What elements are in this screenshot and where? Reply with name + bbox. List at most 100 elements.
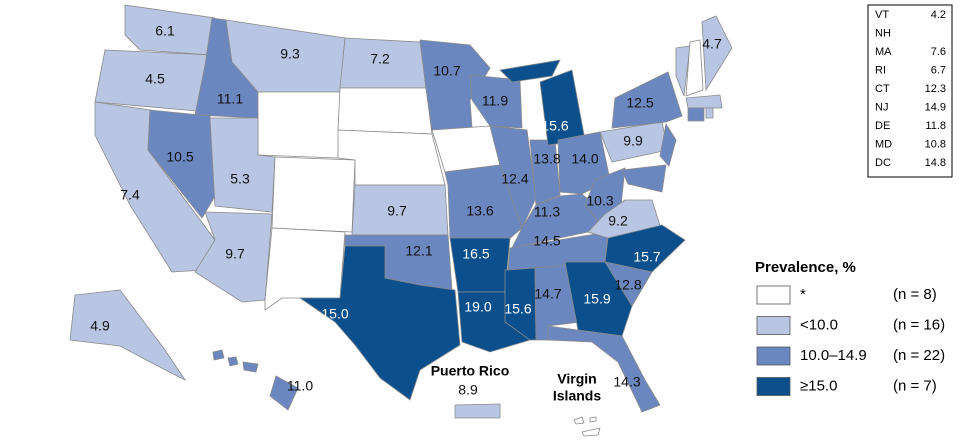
- state-shape: [212, 349, 225, 361]
- state-shape: [271, 156, 356, 233]
- state-shape: [701, 15, 733, 92]
- state-shape: [298, 245, 461, 401]
- state-value: 14.5: [533, 233, 560, 249]
- table-value: 6.7: [931, 64, 946, 76]
- table-state: VT: [875, 9, 889, 21]
- table-value: 11.8: [925, 120, 946, 132]
- state-value: 13.8: [533, 151, 560, 167]
- state-value: 12.4: [501, 171, 528, 187]
- state-value: 14.0: [571, 151, 598, 167]
- state-value: 10.7: [433, 63, 460, 79]
- table-state: DE: [875, 120, 890, 132]
- state-value: 15.0: [321, 306, 348, 322]
- table-state: CT: [875, 83, 890, 95]
- inset-table-box: [867, 4, 953, 178]
- state-value: 15.7: [633, 249, 660, 265]
- table-value: 7.6: [931, 46, 946, 58]
- state-shape: [419, 39, 491, 131]
- state-shapes: [69, 4, 733, 437]
- state-shape: [194, 211, 273, 303]
- state-value: 14.7: [534, 286, 561, 302]
- legend-label: ≥15.0: [800, 377, 837, 394]
- table-state: MD: [875, 138, 892, 150]
- state-value: 12.5: [626, 95, 653, 111]
- state-shape: [621, 164, 667, 193]
- state-shape: [257, 91, 341, 159]
- state-shape: [489, 125, 537, 230]
- state-shape: [659, 122, 677, 167]
- state-shape: [573, 416, 585, 425]
- table-value: 14.9: [925, 101, 946, 113]
- legend-swatch: [756, 346, 791, 366]
- table-value: 10.8: [925, 138, 946, 150]
- state-shape: [227, 356, 239, 367]
- state-value: 7.2: [370, 51, 390, 67]
- legend-title: Prevalence, %: [755, 259, 856, 276]
- table-value: 4.2: [931, 9, 946, 21]
- state-value: 6.1: [155, 23, 175, 39]
- state-value: 11.0: [287, 378, 313, 394]
- state-value: 5.3: [230, 171, 250, 187]
- table-state: DC: [875, 157, 891, 169]
- table-state: RI: [875, 64, 886, 76]
- state-shape: [589, 416, 597, 423]
- legend-count: (n = 7): [893, 377, 937, 394]
- virgin-islands-label: Virgin: [557, 371, 596, 387]
- state-shape: [242, 361, 259, 373]
- state-shape: [685, 39, 704, 97]
- state-value: 11.3: [534, 204, 560, 220]
- table-state: MA: [875, 46, 892, 58]
- state-value: 9.9: [623, 133, 643, 149]
- state-shape: [687, 107, 705, 122]
- state-shape: [124, 4, 216, 56]
- state-shape: [611, 71, 683, 129]
- state-shape: [604, 224, 686, 273]
- legend-label: <10.0: [800, 316, 838, 333]
- state-shape: [454, 403, 501, 419]
- legend-label: 10.0–14.9: [800, 347, 867, 364]
- state-shape: [269, 375, 299, 411]
- state-shape: [705, 107, 714, 119]
- state-shape: [685, 94, 723, 109]
- legend-swatch: [756, 285, 791, 305]
- legend-swatch: [756, 316, 791, 335]
- table-state: NH: [875, 27, 891, 39]
- legend-label: *: [800, 286, 806, 303]
- legend: * (n = 8) <10.0 (n = 16) 10.0–14.9 (n = 22) ≥1…: [756, 285, 945, 396]
- state-shape: [69, 289, 187, 382]
- state-value: 7.4: [120, 187, 140, 203]
- state-value: 4.5: [145, 71, 165, 87]
- state-shape: [547, 325, 661, 413]
- legend-count: (n = 16): [893, 316, 945, 333]
- state-value: 4.9: [90, 318, 110, 334]
- state-value: 14.3: [613, 374, 640, 390]
- state-value: 13.6: [466, 203, 493, 219]
- virgin-islands-label: Islands: [553, 388, 601, 404]
- state-value: 19.0: [464, 299, 491, 315]
- state-value: 10.5: [166, 149, 193, 165]
- state-value: 9.7: [387, 203, 407, 219]
- state-shape: [564, 261, 633, 337]
- state-shape: [581, 427, 601, 437]
- table-value: 12.3: [925, 83, 946, 95]
- state-shape: [539, 69, 586, 146]
- table-value: 14.8: [925, 157, 946, 169]
- state-value: 15.9: [583, 291, 610, 307]
- state-value: 10.3: [586, 193, 613, 209]
- state-value: 11.9: [482, 93, 508, 109]
- state-shape: [499, 59, 561, 83]
- legend-count: (n = 8): [893, 286, 937, 303]
- state-value: 9.2: [608, 213, 628, 229]
- puerto-rico-label: Puerto Rico: [431, 363, 510, 379]
- state-value: 8.9: [458, 382, 478, 398]
- legend-count: (n = 22): [893, 347, 945, 364]
- state-value: 4.7: [702, 36, 722, 52]
- state-value: 9.7: [225, 246, 245, 262]
- state-shape: [675, 45, 691, 97]
- state-shape: [337, 87, 433, 135]
- state-value: 15.6: [504, 301, 531, 317]
- state-labels: 6.1 4.5 7.4 11.1 10.5 9.3 5.3 9.7 7.2 9.7 12.1 15.0…: [90, 23, 722, 398]
- state-value: 15.6: [541, 118, 568, 134]
- state-shape: [147, 109, 216, 219]
